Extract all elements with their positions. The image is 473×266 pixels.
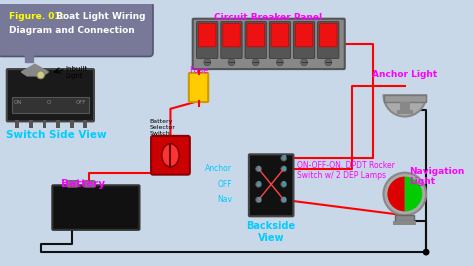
FancyBboxPatch shape (293, 22, 315, 59)
Text: 1: 1 (256, 166, 261, 172)
Text: O: O (46, 101, 51, 106)
Text: 2: 2 (256, 181, 261, 187)
Ellipse shape (162, 144, 179, 167)
FancyBboxPatch shape (245, 22, 266, 59)
Text: 5: 5 (281, 181, 286, 187)
Text: ON: ON (14, 101, 22, 106)
Text: ON-OFF-ON, DPDT Rocker
Switch w/ 2 DEP Lamps: ON-OFF-ON, DPDT Rocker Switch w/ 2 DEP L… (298, 161, 395, 181)
Circle shape (281, 197, 287, 203)
Text: Boat Light Wiring: Boat Light Wiring (53, 12, 146, 21)
Wedge shape (387, 177, 405, 211)
Bar (70, 120, 74, 128)
Circle shape (256, 166, 262, 172)
FancyBboxPatch shape (53, 185, 140, 230)
Text: 7: 7 (281, 155, 286, 161)
Text: Fuse: Fuse (189, 66, 208, 75)
Text: Figure. 01:: Figure. 01: (9, 12, 64, 21)
Wedge shape (405, 177, 422, 211)
Polygon shape (21, 64, 48, 76)
Text: Battery: Battery (61, 178, 105, 189)
Circle shape (256, 181, 262, 187)
Bar (29, 120, 33, 128)
FancyBboxPatch shape (269, 22, 290, 59)
Bar (84, 180, 94, 187)
FancyBboxPatch shape (223, 24, 240, 47)
FancyArrow shape (25, 53, 33, 62)
FancyBboxPatch shape (199, 24, 216, 47)
Circle shape (252, 59, 259, 66)
Circle shape (204, 59, 210, 66)
Bar (384, 95, 426, 102)
Text: 3: 3 (256, 197, 261, 203)
Bar (56, 120, 60, 128)
FancyBboxPatch shape (320, 24, 337, 47)
Text: OFF: OFF (218, 180, 232, 189)
Circle shape (281, 155, 287, 161)
Bar (400, 102, 410, 110)
Wedge shape (384, 95, 426, 117)
Circle shape (281, 181, 287, 187)
Circle shape (256, 197, 262, 203)
Bar (395, 215, 414, 221)
Text: Backside
View: Backside View (246, 221, 296, 243)
Circle shape (423, 249, 429, 256)
FancyBboxPatch shape (221, 22, 242, 59)
Circle shape (301, 59, 307, 66)
Bar (16, 120, 19, 128)
Bar (67, 180, 77, 187)
Circle shape (228, 59, 235, 66)
Text: 6: 6 (281, 197, 286, 203)
Text: Navigation
Light: Navigation Light (409, 167, 464, 186)
FancyBboxPatch shape (193, 19, 345, 69)
Circle shape (277, 59, 283, 66)
Text: Circuit Breaker Panel: Circuit Breaker Panel (214, 13, 322, 22)
FancyBboxPatch shape (197, 22, 218, 59)
Bar (397, 110, 412, 114)
Circle shape (281, 166, 287, 172)
FancyBboxPatch shape (271, 24, 289, 47)
Text: Nav: Nav (218, 195, 232, 204)
FancyBboxPatch shape (151, 136, 190, 175)
Bar (12, 97, 89, 113)
Bar (393, 221, 416, 225)
FancyBboxPatch shape (295, 24, 313, 47)
FancyBboxPatch shape (189, 73, 208, 102)
Circle shape (37, 71, 44, 79)
Circle shape (325, 59, 332, 66)
Text: Diagram and Connection: Diagram and Connection (9, 26, 134, 35)
Text: OFF: OFF (76, 101, 86, 106)
FancyBboxPatch shape (318, 22, 339, 59)
Text: 4: 4 (281, 166, 286, 172)
Bar (83, 120, 87, 128)
Text: Anchor: Anchor (205, 164, 232, 173)
FancyBboxPatch shape (247, 24, 264, 47)
FancyBboxPatch shape (7, 69, 94, 121)
Circle shape (384, 173, 426, 215)
Text: Anchor Light: Anchor Light (372, 70, 438, 79)
FancyBboxPatch shape (249, 154, 293, 216)
Text: Battery
Selector
Switch: Battery Selector Switch (149, 119, 175, 136)
Text: Switch Side View: Switch Side View (6, 130, 106, 140)
Bar (43, 120, 46, 128)
Text: Inbuilt
Light: Inbuilt Light (66, 66, 88, 79)
FancyBboxPatch shape (0, 2, 153, 56)
